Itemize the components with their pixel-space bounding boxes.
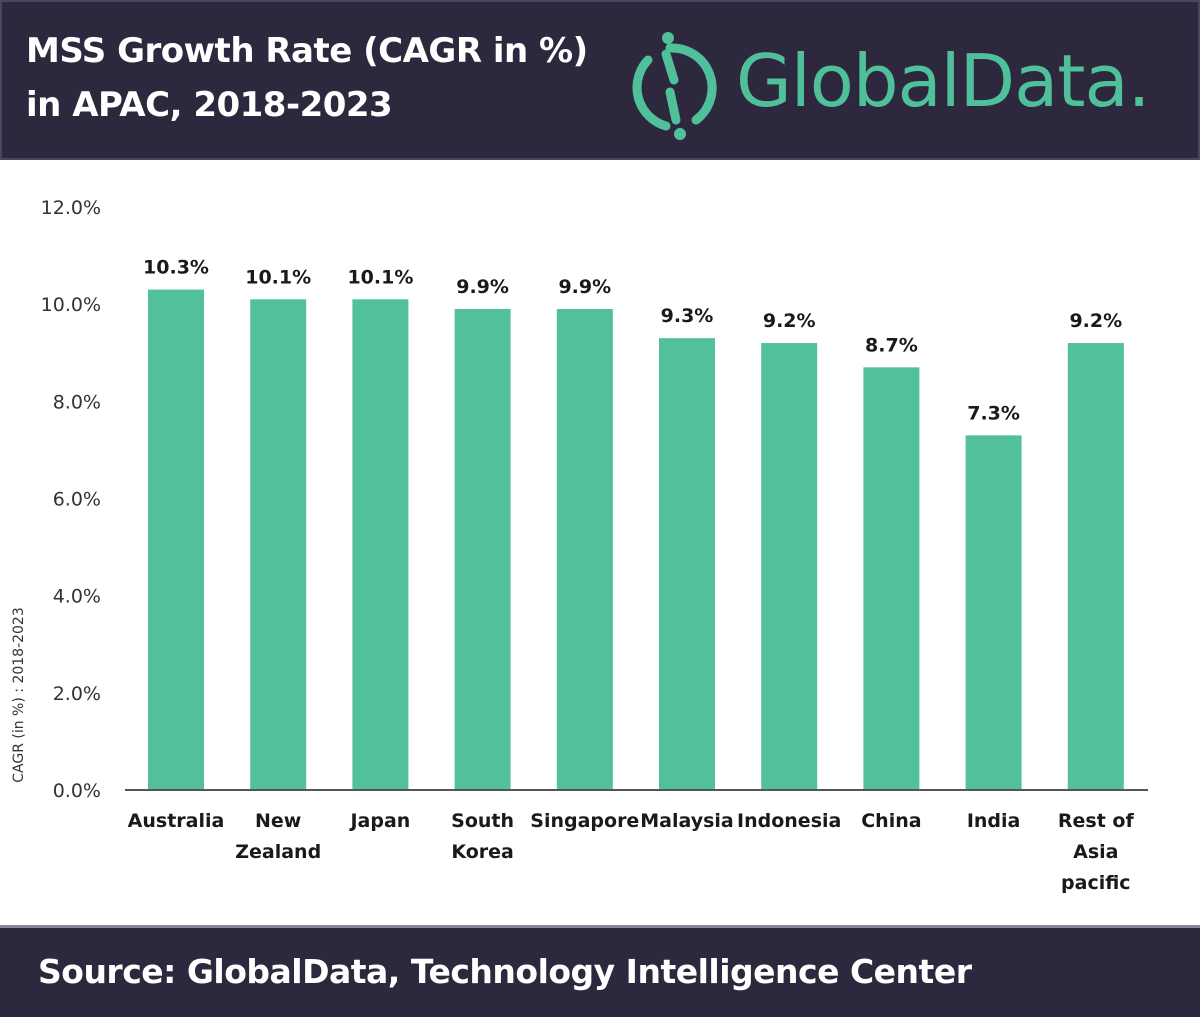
x-tick-label-line: Australia — [128, 810, 225, 832]
x-tick-label: Malaysia — [640, 810, 734, 832]
x-tick-label: New Zealand — [235, 810, 321, 863]
y-tick-label: 12.0% — [41, 197, 101, 219]
y-tick-label: 4.0% — [53, 586, 101, 608]
bar — [863, 367, 920, 790]
x-tick-label: Japan — [348, 810, 410, 832]
title-line-1: MSS Growth Rate (CAGR in %) — [26, 31, 588, 71]
x-tick-label-line: Korea — [451, 841, 514, 863]
x-tick-label-line: Indonesia — [737, 810, 841, 832]
bar — [556, 309, 613, 790]
chart-title: MSS Growth Rate (CAGR in %) in APAC, 201… — [26, 24, 588, 132]
y-tick-label: 10.0% — [41, 294, 101, 316]
bar — [659, 338, 715, 790]
x-axis-categories: Australia New Zealand Japan South Korea Singap… — [128, 810, 1135, 894]
data-label: 10.1% — [347, 266, 413, 288]
x-tick-label: Singapore — [530, 810, 639, 832]
header-banner: MSS Growth Rate (CAGR in %) in APAC, 201… — [0, 0, 1200, 160]
y-tick-label: 2.0% — [53, 683, 101, 705]
bar — [761, 343, 818, 790]
data-label: 10.3% — [143, 257, 209, 279]
globaldata-logo: GlobalData. — [624, 24, 1184, 144]
bar — [352, 299, 409, 790]
logo-wordmark: GlobalData. — [736, 39, 1150, 123]
data-label: 9.9% — [558, 276, 611, 298]
x-tick-label: Australia — [128, 810, 225, 832]
x-tick-label: India — [967, 810, 1021, 832]
data-label: 8.7% — [865, 334, 918, 356]
x-tick-label-line: Singapore — [530, 810, 639, 832]
x-tick-label: Rest of Asia pacific — [1058, 810, 1135, 894]
y-tick-label: 6.0% — [53, 489, 101, 511]
data-label: 9.9% — [456, 276, 509, 298]
y-tick-label: 0.0% — [53, 780, 101, 802]
x-tick-label-line: Japan — [348, 810, 410, 832]
x-tick-label: Indonesia — [737, 810, 841, 832]
x-tick-label-line: Zealand — [235, 841, 321, 863]
x-tick-label: South Korea — [451, 810, 514, 863]
x-tick-label: China — [861, 810, 921, 832]
bar — [250, 299, 307, 790]
data-label: 9.3% — [661, 305, 714, 327]
data-label: 10.1% — [245, 266, 311, 288]
data-label: 9.2% — [1069, 310, 1122, 332]
footer-banner: Source: GlobalData, Technology Intellige… — [0, 925, 1200, 1017]
data-labels: 10.3% 10.1% 10.1% 9.9% 9.9% 9.3% 9.2% 8.7% 7.3% 9… — [143, 257, 1122, 425]
globaldata-logo-icon — [632, 32, 717, 140]
bar — [454, 309, 511, 790]
y-tick-label: 8.0% — [53, 391, 101, 413]
bar — [1067, 343, 1124, 790]
bars — [148, 289, 1124, 790]
source-note: Source: GlobalData, Technology Intellige… — [38, 952, 972, 991]
y-axis-label: CAGR (in %) : 2018-2023 — [11, 607, 27, 783]
x-tick-label-line: New — [255, 810, 301, 832]
x-tick-label-line: Malaysia — [640, 810, 734, 832]
x-tick-label-line: India — [967, 810, 1021, 832]
data-label: 7.3% — [967, 402, 1020, 424]
bar — [148, 289, 204, 790]
data-label: 9.2% — [763, 310, 816, 332]
x-tick-label-line: Rest of — [1058, 810, 1135, 832]
x-tick-label-line: China — [861, 810, 921, 832]
x-tick-label-line: pacific — [1061, 872, 1131, 894]
bar — [965, 435, 1022, 790]
x-tick-label-line: Asia — [1073, 841, 1118, 863]
x-tick-label-line: South — [451, 810, 514, 832]
title-line-2: in APAC, 2018-2023 — [26, 85, 393, 125]
bar-chart: 0.0% 2.0% 4.0% 6.0% 8.0% 10.0% 12.0% CAGR (in … — [11, 197, 1148, 894]
y-axis-ticks: 0.0% 2.0% 4.0% 6.0% 8.0% 10.0% 12.0% — [41, 197, 101, 802]
